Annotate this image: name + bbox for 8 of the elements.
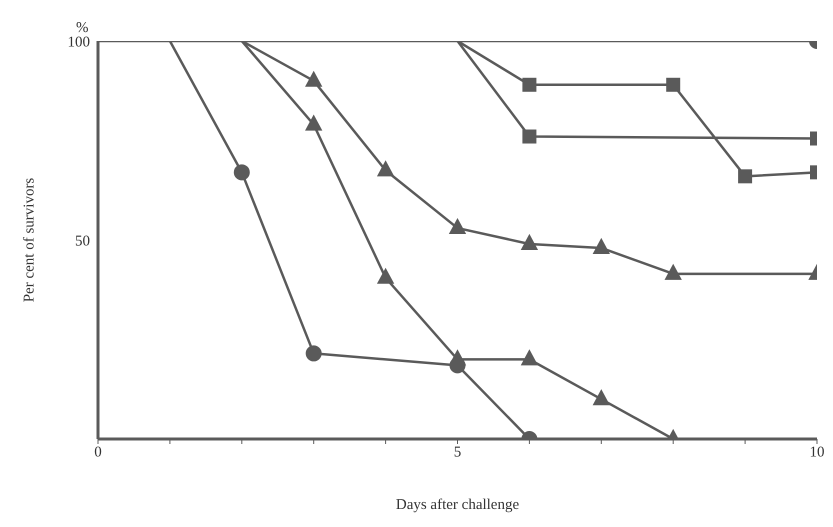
x-tick-label: 5 <box>454 444 462 461</box>
x-tick-label: 0 <box>94 444 102 461</box>
x-axis-title: Days after challenge <box>396 497 520 513</box>
y-axis-title: Per cent of survivors <box>21 178 38 302</box>
text: % <box>76 20 88 36</box>
y-tick-label: 50 <box>75 233 90 250</box>
x-tick-label: 10 <box>810 444 824 461</box>
y-tick-label: 100 <box>68 34 90 50</box>
